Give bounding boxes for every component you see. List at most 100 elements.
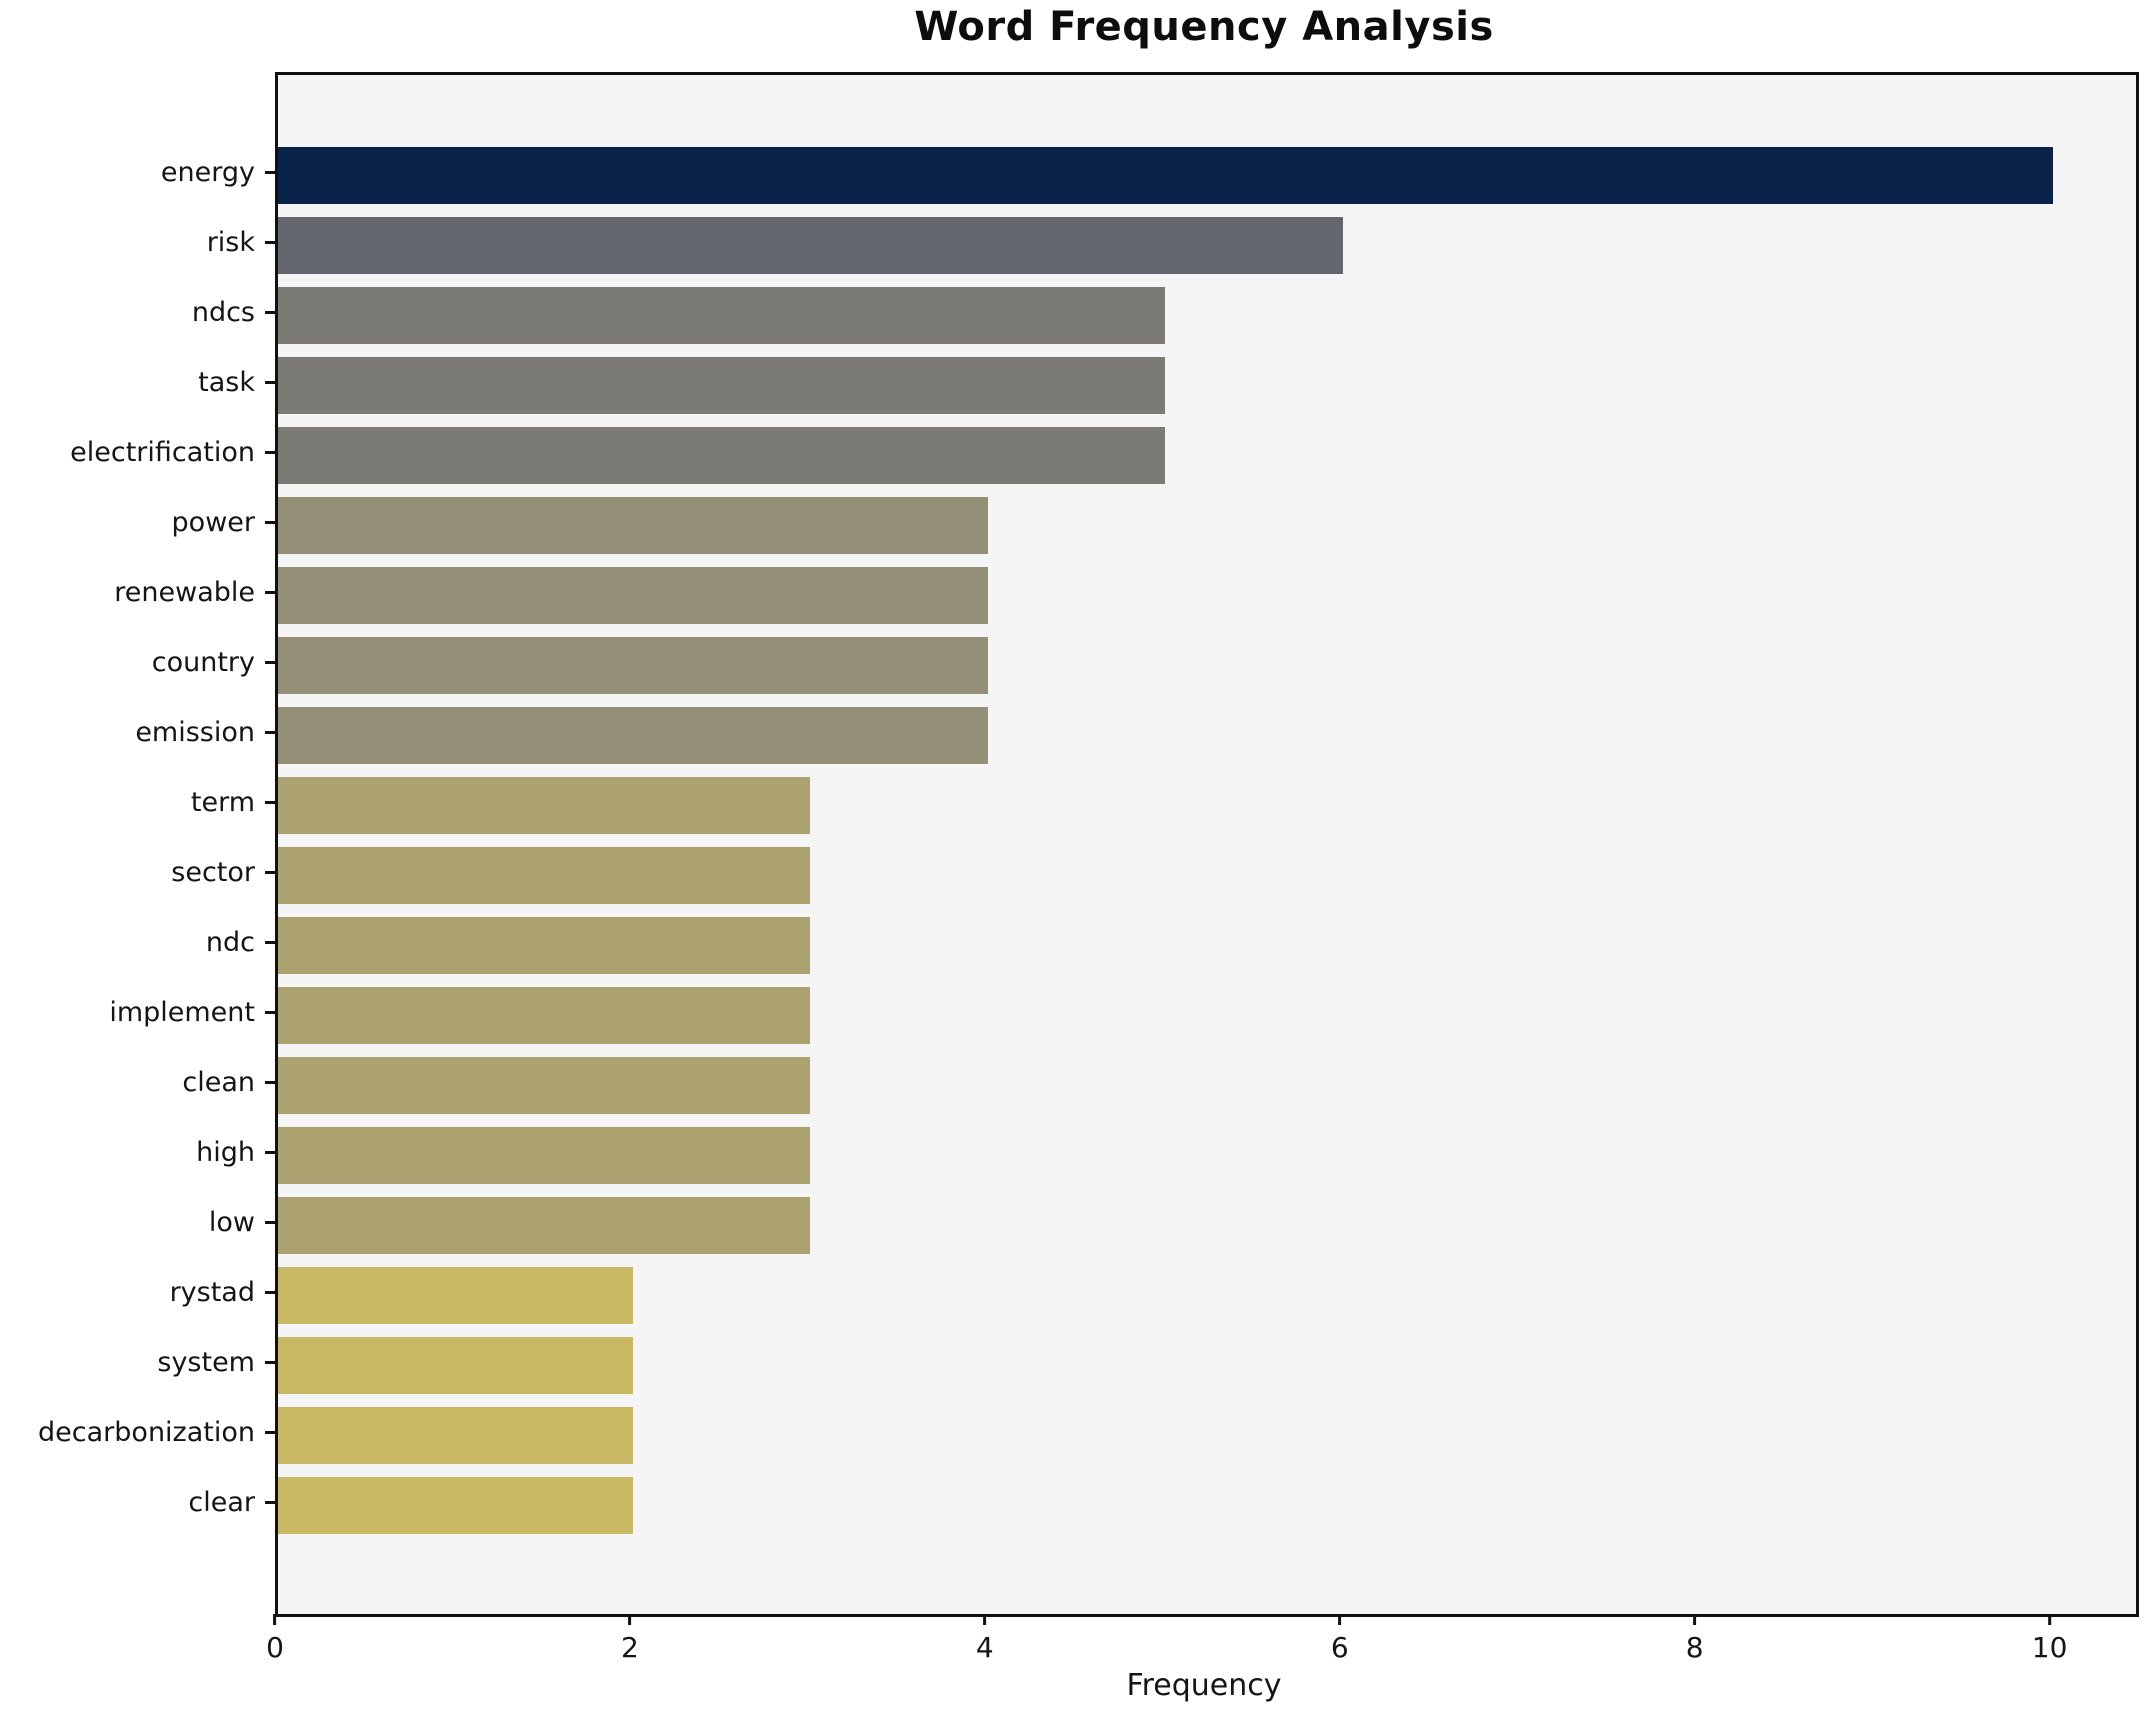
bar-row xyxy=(278,1330,2136,1400)
x-tick-mark xyxy=(273,1614,277,1625)
y-tick-mark xyxy=(265,170,275,174)
y-tick-label-clean: clean xyxy=(182,1066,255,1098)
x-tick: 0 xyxy=(266,1614,284,1664)
y-tick-label-low: low xyxy=(208,1206,255,1238)
y-axis: energy risk ndcs task electrification power re… xyxy=(0,72,275,1611)
bar-risk xyxy=(278,216,1343,274)
bar-row xyxy=(278,420,2136,490)
y-tick-label-implement: implement xyxy=(109,996,255,1028)
bar-row xyxy=(278,1050,2136,1120)
y-tick-mark xyxy=(265,1150,275,1154)
y-tick-mark xyxy=(265,870,275,874)
y-tick-mark xyxy=(265,590,275,594)
bar-row xyxy=(278,210,2136,280)
y-tick-mark xyxy=(265,520,275,524)
y-tick-label-power: power xyxy=(171,506,255,538)
bar-row xyxy=(278,1120,2136,1190)
x-tick-label-2: 2 xyxy=(620,1631,639,1664)
y-tick-row: system xyxy=(0,1327,275,1397)
x-tick-mark xyxy=(628,1614,632,1625)
bar-implement xyxy=(278,986,811,1044)
y-tick-mark xyxy=(265,1290,275,1294)
y-tick-mark xyxy=(265,940,275,944)
y-tick-row: rystad xyxy=(0,1257,275,1327)
y-tick-row: task xyxy=(0,347,275,417)
y-tick-mark xyxy=(265,1500,275,1504)
x-tick-mark xyxy=(983,1614,987,1625)
y-tick-mark xyxy=(265,240,275,244)
bar-low xyxy=(278,1196,811,1254)
y-tick-mark xyxy=(265,380,275,384)
y-tick-row: implement xyxy=(0,977,275,1047)
bar-task xyxy=(278,356,1166,414)
y-tick-mark xyxy=(265,1220,275,1224)
y-tick-label-clear: clear xyxy=(188,1486,255,1518)
x-tick: 10 xyxy=(2031,1614,2068,1664)
bar-row xyxy=(278,770,2136,840)
y-tick-mark xyxy=(265,660,275,664)
bar-ndcs xyxy=(278,286,1166,344)
plot-area xyxy=(275,72,2139,1617)
y-tick-row: energy xyxy=(0,137,275,207)
bar-row xyxy=(278,910,2136,980)
y-tick-mark xyxy=(265,800,275,804)
bar-row xyxy=(278,1400,2136,1470)
bar-power xyxy=(278,496,988,554)
y-tick-label-high: high xyxy=(196,1136,255,1168)
bar-row xyxy=(278,1260,2136,1330)
y-tick-mark xyxy=(265,1080,275,1084)
y-tick-label-task: task xyxy=(198,366,255,398)
y-tick-row: sector xyxy=(0,837,275,907)
y-tick-row: renewable xyxy=(0,557,275,627)
bar-row xyxy=(278,1190,2136,1260)
y-tick-row: high xyxy=(0,1117,275,1187)
bar-emission xyxy=(278,706,988,764)
y-tick-row: clear xyxy=(0,1467,275,1537)
y-tick-row: ndc xyxy=(0,907,275,977)
bars xyxy=(278,75,2136,1614)
x-axis: 0 2 4 6 8 10 xyxy=(266,1614,2133,1684)
chart-title: Word Frequency Analysis xyxy=(914,4,1494,50)
bar-row xyxy=(278,280,2136,350)
y-tick-label-emission: emission xyxy=(135,716,255,748)
bar-row xyxy=(278,490,2136,560)
y-tick-row: power xyxy=(0,487,275,557)
y-tick-label-ndcs: ndcs xyxy=(191,296,255,328)
x-tick-label-8: 8 xyxy=(1685,1631,1704,1664)
y-tick-row: country xyxy=(0,627,275,697)
y-tick-row: ndcs xyxy=(0,277,275,347)
x-tick-label-10: 10 xyxy=(2031,1631,2068,1664)
x-axis-label: Frequency xyxy=(1126,1668,1282,1703)
y-tick-label-risk: risk xyxy=(206,226,255,258)
bar-rystad xyxy=(278,1266,633,1324)
y-tick-mark xyxy=(265,450,275,454)
bar-row xyxy=(278,1470,2136,1540)
x-tick: 6 xyxy=(1331,1614,1349,1664)
y-tick-label-system: system xyxy=(157,1346,255,1378)
bar-electrification xyxy=(278,426,1166,484)
bar-country xyxy=(278,636,988,694)
y-tick-label-country: country xyxy=(151,646,255,678)
y-tick-row: term xyxy=(0,767,275,837)
bar-energy xyxy=(278,146,2053,204)
y-tick-mark xyxy=(265,1010,275,1014)
y-tick-label-term: term xyxy=(190,786,255,818)
bar-sector xyxy=(278,846,811,904)
y-tick-label-rystad: rystad xyxy=(169,1276,255,1308)
x-tick-mark xyxy=(1338,1614,1342,1625)
bar-decarbonization xyxy=(278,1406,633,1464)
bar-system xyxy=(278,1336,633,1394)
y-tick-row: decarbonization xyxy=(0,1397,275,1467)
bar-renewable xyxy=(278,566,988,624)
y-tick-label-ndc: ndc xyxy=(205,926,255,958)
x-tick-mark xyxy=(2048,1614,2052,1625)
bar-ndc xyxy=(278,916,811,974)
x-tick-mark xyxy=(1693,1614,1697,1625)
bar-row xyxy=(278,840,2136,910)
y-tick-row: emission xyxy=(0,697,275,767)
y-tick-label-decarbonization: decarbonization xyxy=(38,1416,255,1448)
x-tick: 8 xyxy=(1686,1614,1704,1664)
bar-row xyxy=(278,140,2136,210)
bar-high xyxy=(278,1126,811,1184)
